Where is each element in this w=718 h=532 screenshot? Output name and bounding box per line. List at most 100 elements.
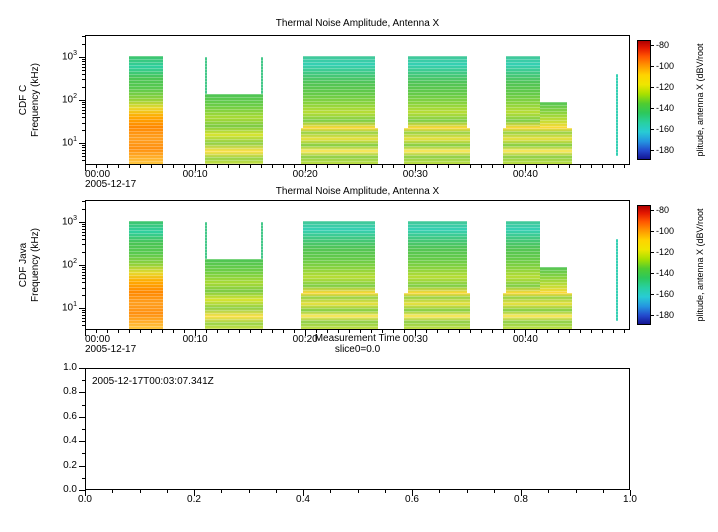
axis-tick — [250, 330, 252, 333]
axis-tick — [151, 165, 153, 168]
axis-tick — [82, 44, 85, 46]
axis-tick — [206, 165, 208, 168]
axis-tick — [651, 45, 654, 47]
spectrogram-data-block — [539, 102, 568, 129]
axis-tick — [514, 165, 516, 168]
axis-tick — [140, 165, 142, 168]
axis-tick — [382, 330, 384, 333]
axis-tick — [305, 330, 307, 336]
axis-tick — [221, 490, 223, 493]
axis-tick — [79, 490, 85, 491]
axis-tick — [651, 107, 654, 109]
spectrogram-data-block — [503, 128, 572, 164]
spectrogram-data-block — [615, 239, 619, 322]
spectrogram-data-block — [407, 221, 468, 294]
axis-tick — [82, 109, 85, 111]
y-axis-label-line1: CDF C — [18, 84, 29, 116]
tick-label: -100 — [656, 226, 675, 237]
axis-tick — [82, 156, 85, 158]
axis-tick — [651, 86, 654, 88]
spectrogram-data-block — [503, 293, 572, 329]
axis-tick — [514, 330, 516, 333]
axis-tick — [82, 310, 85, 312]
tick-label: 0.6 — [63, 410, 77, 422]
axis-tick — [294, 165, 296, 168]
axis-tick — [437, 165, 439, 168]
axis-tick — [393, 165, 395, 168]
axis-tick — [82, 239, 85, 241]
axis-tick — [82, 231, 85, 233]
tick-label: -80 — [656, 40, 670, 51]
tick-label: -140 — [656, 102, 675, 113]
axis-tick — [79, 308, 85, 310]
axis-tick — [382, 165, 384, 168]
axis-tick — [85, 490, 86, 496]
tick-label: 101 — [61, 136, 77, 149]
axis-tick — [525, 165, 527, 171]
axis-tick — [404, 330, 406, 333]
axis-tick — [415, 330, 417, 336]
axis-tick — [162, 165, 164, 168]
axis-tick — [79, 100, 85, 102]
spectrogram-data-block — [300, 293, 378, 329]
axis-tick — [466, 490, 468, 493]
axis-tick — [82, 244, 85, 246]
tick-label: 00:10 — [182, 334, 208, 345]
axis-tick — [82, 66, 85, 68]
axis-tick — [139, 490, 141, 493]
axis-tick — [82, 325, 85, 327]
axis-tick — [82, 79, 85, 81]
spectrogram-data-block — [261, 56, 264, 94]
axis-tick — [412, 490, 413, 496]
axis-tick — [525, 330, 527, 336]
axis-tick — [82, 36, 85, 38]
axis-tick — [82, 122, 85, 124]
axis-tick — [602, 330, 604, 333]
axis-tick — [613, 165, 615, 168]
axis-tick — [118, 330, 120, 333]
axis-tick — [79, 368, 85, 369]
axis-tick — [327, 330, 329, 333]
axis-tick — [651, 66, 654, 68]
axis-tick — [112, 490, 114, 493]
spectrogram-data-block — [129, 56, 164, 164]
axis-tick — [82, 453, 85, 455]
spectrogram-data-block — [505, 221, 540, 294]
tick-label: -160 — [656, 288, 675, 299]
spectrogram-data-block — [129, 221, 164, 329]
axis-tick — [250, 165, 252, 168]
axis-tick — [651, 314, 654, 316]
axis-tick — [651, 210, 654, 212]
axis-tick — [261, 330, 263, 333]
axis-tick — [239, 330, 241, 333]
tick-label: -120 — [656, 246, 675, 257]
axis-tick — [349, 165, 351, 168]
axis-tick — [82, 380, 85, 382]
tick-label: 0.4 — [296, 494, 310, 505]
date-label-cdf-java: 2005-12-17 — [85, 344, 137, 355]
axis-tick — [580, 165, 582, 168]
axis-tick — [173, 330, 175, 333]
axis-tick — [82, 147, 85, 149]
axis-tick — [327, 165, 329, 168]
spectrogram-data-block — [261, 221, 264, 259]
empty-plot[interactable] — [85, 368, 630, 490]
axis-tick — [82, 234, 85, 236]
axis-tick — [82, 269, 85, 271]
tick-label: 0.6 — [405, 494, 419, 505]
colorbar-cdf-java[interactable] — [637, 205, 651, 325]
axis-tick — [580, 330, 582, 333]
colorbar-cdf-c[interactable] — [637, 40, 651, 160]
axis-tick — [283, 165, 285, 168]
tick-label: 0.2 — [187, 494, 201, 505]
axis-tick — [248, 490, 250, 493]
tick-label: 1.0 — [63, 362, 77, 373]
axis-tick — [96, 165, 97, 168]
axis-tick — [470, 330, 472, 333]
spectrogram-data-block — [205, 56, 208, 94]
slice-label: slice0=0.0 — [334, 344, 381, 355]
axis-tick — [651, 149, 654, 151]
axis-tick — [96, 330, 97, 333]
axis-tick — [536, 165, 538, 168]
axis-tick — [415, 165, 417, 171]
